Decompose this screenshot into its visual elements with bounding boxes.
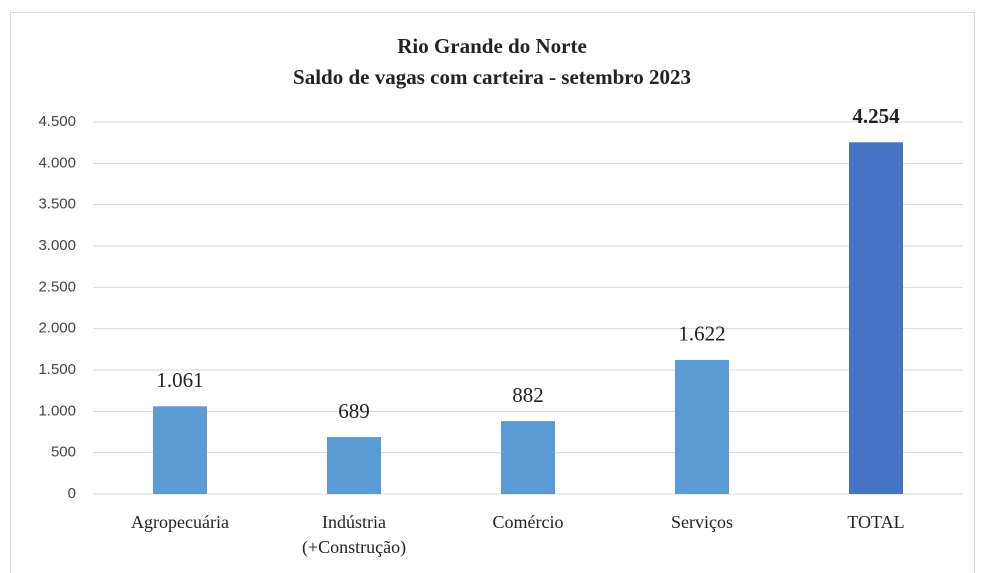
bar: [675, 359, 729, 494]
x-tick-label: Indústria (+Construção): [302, 512, 406, 558]
chart-subtitle: Saldo de vagas com carteira - setembro 2…: [293, 65, 691, 89]
y-tick-label: 2.500: [38, 278, 76, 295]
y-tick-label: 3.500: [38, 196, 76, 213]
y-tick-label: 0: [68, 485, 76, 502]
x-tick-label: Agropecuária: [131, 512, 229, 532]
bar: [153, 406, 207, 494]
value-label: 882: [512, 383, 544, 407]
bar: [327, 437, 381, 494]
x-tick-label: TOTAL: [847, 512, 904, 532]
y-tick-label: 4.000: [38, 154, 76, 171]
y-tick-label: 2.000: [38, 320, 76, 337]
bar: [501, 421, 555, 494]
value-label: 689: [338, 399, 370, 423]
y-tick-label: 1.500: [38, 361, 76, 378]
value-label: 1.061: [156, 368, 203, 392]
y-tick-label: 1.000: [38, 402, 76, 419]
bar: [849, 142, 903, 494]
y-tick-label: 4.500: [38, 113, 76, 130]
chart-title: Rio Grande do Norte: [397, 34, 587, 58]
value-label: 1.622: [678, 322, 725, 346]
value-label: 4.254: [852, 104, 900, 128]
x-tick-label: Serviços: [671, 512, 733, 532]
y-tick-label: 500: [51, 444, 76, 461]
x-tick-label: Comércio: [493, 512, 564, 532]
y-tick-label: 3.000: [38, 237, 76, 254]
